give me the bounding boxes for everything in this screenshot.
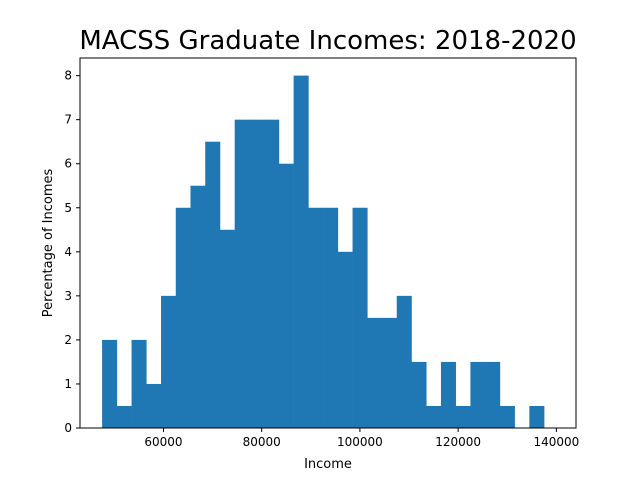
y-tick-label: 3 [64,289,72,303]
y-axis-label: Percentage of Incomes [41,169,56,318]
histogram-bar [293,75,309,428]
histogram-bar [352,207,368,428]
histogram-bar [146,383,162,428]
x-tick-label: 140000 [533,435,579,449]
histogram-bar [116,405,132,428]
y-tick-label: 0 [64,421,72,435]
histogram-bar [308,207,324,428]
x-tick-label: 60000 [144,435,182,449]
histogram-bar [278,163,294,428]
histogram-bar [367,317,383,428]
histogram-bar [337,251,353,428]
chart-title: MACSS Graduate Incomes: 2018-2020 [79,26,576,56]
x-tick-label: 120000 [435,435,481,449]
x-axis-label: Income [304,457,352,472]
histogram-bar [529,405,545,428]
histogram-bar [499,405,515,428]
bars-group [102,75,545,429]
histogram-bar [382,317,398,428]
histogram-bar [426,405,442,428]
histogram-bar [102,339,118,428]
histogram-bar [411,361,427,428]
histogram-bar [396,295,412,428]
histogram-bar [455,405,471,428]
x-tick-label: 80000 [243,435,281,449]
histogram-bar [219,229,235,428]
y-tick-label: 6 [64,157,72,171]
histogram-bar [175,207,191,428]
y-axis: 0 1 2 3 4 5 6 7 8 [64,69,80,435]
histogram-bar [131,339,147,428]
histogram-bar [264,119,280,429]
plot-frame [79,57,577,429]
histogram-bar [440,361,456,428]
x-tick-label: 100000 [337,435,383,449]
histogram-bar [190,185,206,428]
x-axis: 60000 80000 100000 120000 140000 [144,428,579,449]
histogram-bar [485,361,501,428]
histogram-bar [470,361,486,428]
y-tick-label: 2 [64,333,72,347]
histogram-bar [234,119,250,429]
y-tick-label: 1 [64,377,72,391]
y-tick-label: 4 [64,245,72,259]
histogram-bar [161,295,177,428]
histogram-bar [249,119,265,429]
histogram-bar [205,141,221,428]
y-tick-label: 8 [64,69,72,83]
y-tick-label: 5 [64,201,72,215]
histogram-bar [323,207,339,428]
y-tick-label: 7 [64,113,72,127]
